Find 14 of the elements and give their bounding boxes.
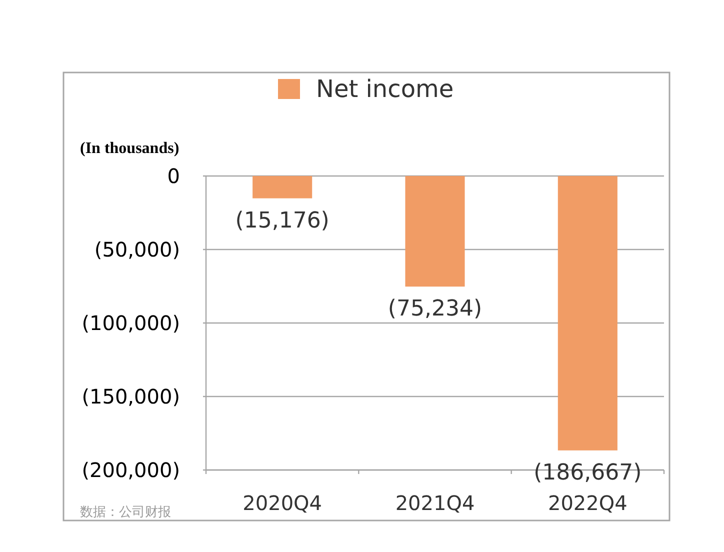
y-tick-label: (200,000) — [82, 458, 180, 482]
x-tick-label: 2022Q4 — [548, 491, 628, 515]
x-tick-label: 2021Q4 — [395, 491, 475, 515]
y-tick-label: 0 — [167, 164, 180, 188]
data-label: (15,176) — [235, 208, 330, 234]
y-tick-label: (100,000) — [82, 311, 180, 335]
y-tick-label: (50,000) — [94, 238, 180, 262]
legend-label: Net income — [316, 75, 454, 103]
y-axis-title: (In thousands) — [80, 140, 180, 157]
data-label: (186,667) — [534, 460, 642, 486]
text: 数据：公司财报 — [80, 505, 171, 520]
y-tick-label: (150,000) — [82, 384, 180, 408]
x-tick-label: 2020Q4 — [242, 491, 322, 515]
data-label: (75,234) — [388, 296, 482, 322]
